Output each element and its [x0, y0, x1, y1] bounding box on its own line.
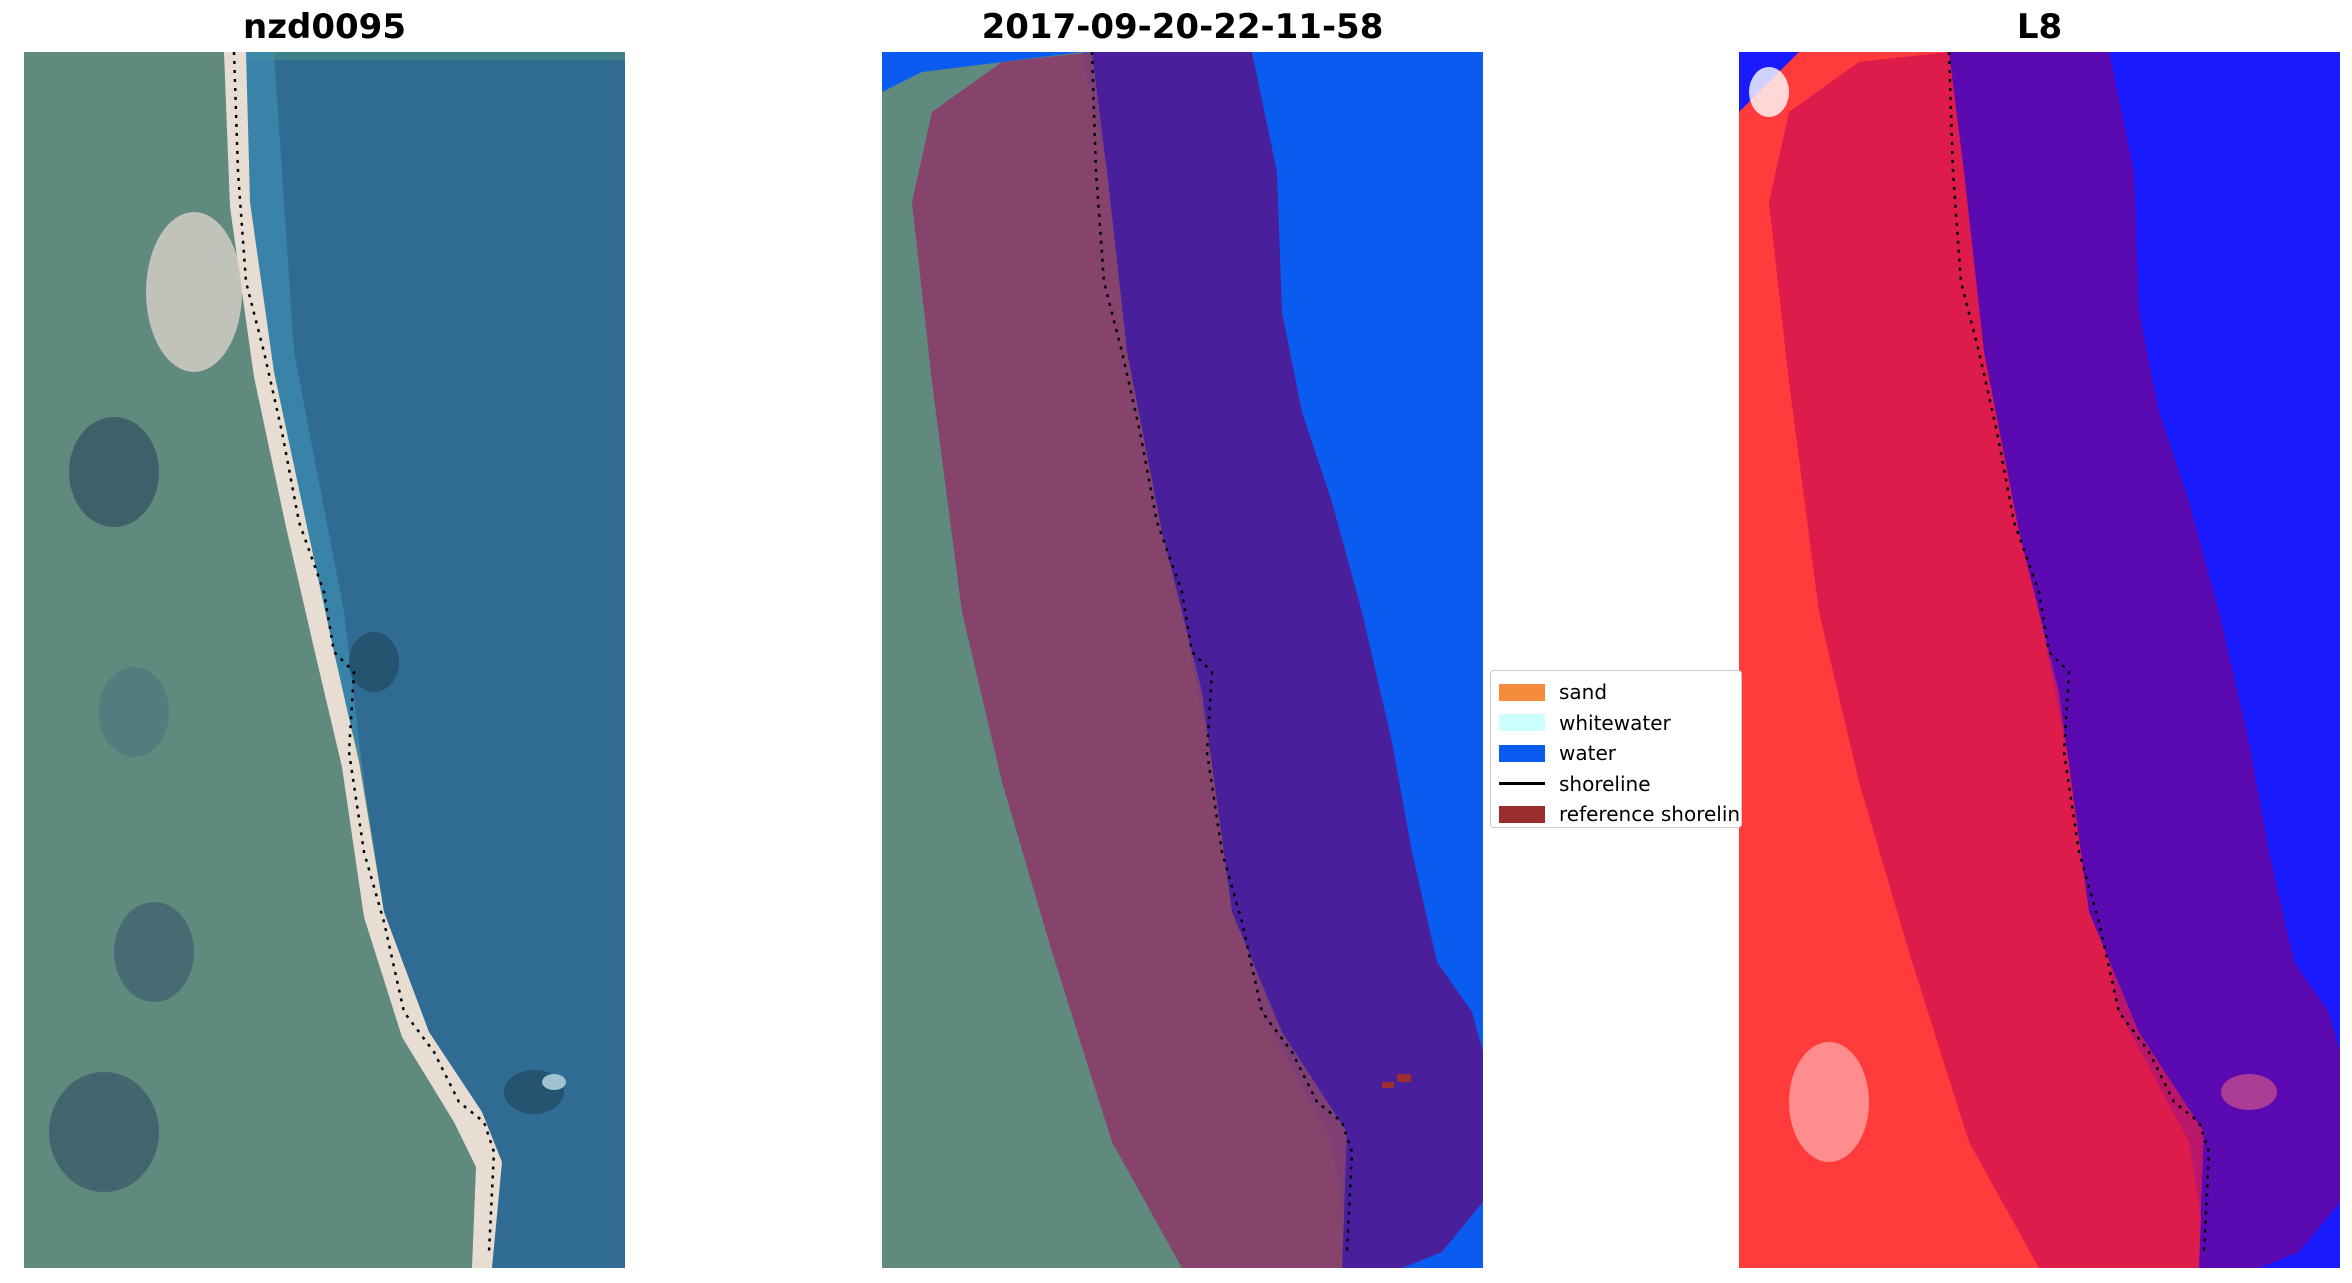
legend-item-shoreline: shoreline	[1499, 769, 1733, 800]
shoreline-line	[1090, 52, 1354, 1253]
dark-vegetation	[49, 1072, 159, 1192]
shoreline-line	[232, 52, 496, 1253]
offshore-rock-foam	[542, 1074, 566, 1090]
offshore-rock	[349, 632, 399, 692]
ocean-top-band	[24, 52, 625, 60]
classified-image	[882, 52, 1483, 1268]
reference-shoreline-mark	[1397, 1074, 1411, 1082]
legend-item-sand: sand	[1499, 677, 1733, 708]
legend-swatch-whitewater	[1499, 714, 1545, 732]
legend-swatch-reference-shoreline	[1499, 805, 1545, 823]
index-image	[1739, 52, 2340, 1268]
index-offshore-feature	[2221, 1074, 2277, 1110]
legend-item-water: water	[1499, 738, 1733, 769]
buffer-zone-land	[912, 52, 1347, 1268]
dark-vegetation	[69, 417, 159, 527]
legend-item-reference-shoreline: reference shoreline	[1499, 799, 1741, 827]
dark-vegetation	[114, 902, 194, 1002]
legend-label-whitewater: whitewater	[1559, 710, 1671, 735]
rgb-image	[24, 52, 625, 1268]
dark-vegetation	[99, 667, 169, 757]
legend-label-sand: sand	[1559, 680, 1608, 705]
legend-swatch-sand	[1499, 683, 1545, 701]
rgb-image-panel	[24, 52, 625, 1268]
legend-line-shoreline	[1499, 782, 1545, 786]
panel-title-rgb: nzd0095	[243, 7, 406, 47]
buffer-zone-water	[1949, 52, 2340, 1268]
legend-label-reference-shoreline: reference shoreline	[1559, 802, 1742, 827]
legend: sand whitewater water shoreline referenc…	[1490, 670, 1742, 828]
index-bright-patch	[1789, 1042, 1869, 1162]
panel-title-classified: 2017-09-20-22-11-58	[981, 7, 1384, 47]
legend-label-shoreline: shoreline	[1559, 771, 1651, 796]
beach-strip	[224, 52, 502, 1268]
index-image-panel	[1739, 52, 2340, 1268]
classified-image-panel	[882, 52, 1483, 1268]
buffer-zone-land	[1769, 52, 2204, 1268]
buffer-zone-water	[1092, 52, 1483, 1268]
legend-swatch-water	[1499, 744, 1545, 762]
reference-shoreline-mark	[1382, 1082, 1394, 1088]
shoreline-line	[1947, 52, 2211, 1253]
legend-label-water: water	[1559, 741, 1616, 766]
legend-item-whitewater: whitewater	[1499, 708, 1733, 739]
beach-sand-patch	[146, 212, 242, 372]
panel-title-index: L8	[2016, 7, 2063, 47]
index-bright-patch	[1749, 67, 1789, 117]
